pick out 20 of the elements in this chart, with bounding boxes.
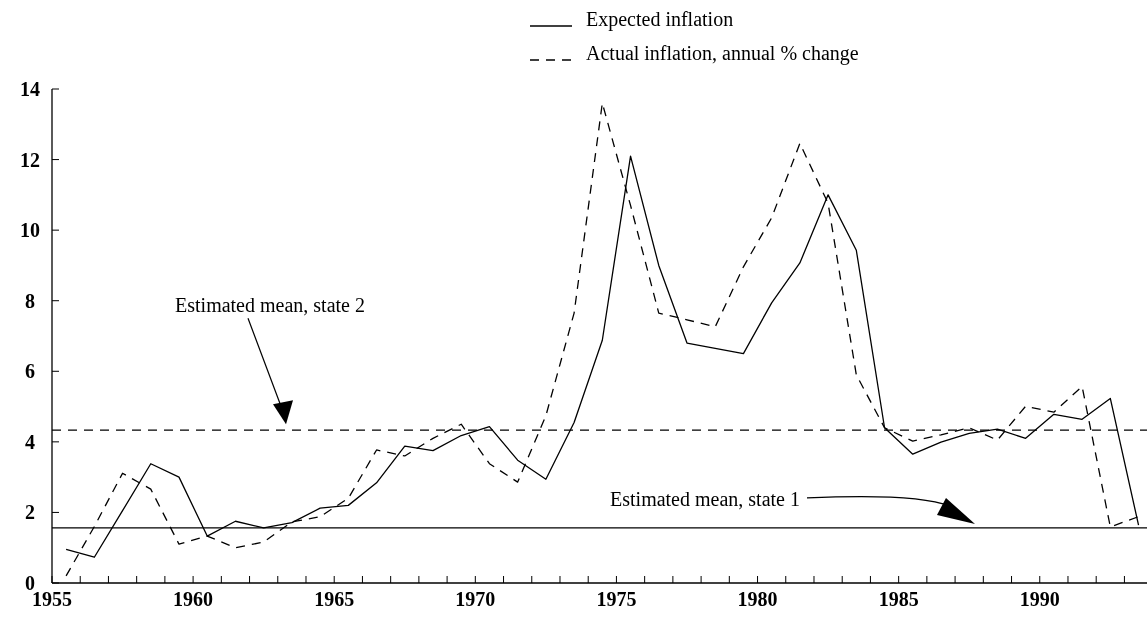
y-tick-label: 4: [25, 430, 35, 453]
annotation: Estimated mean, state 2: [175, 294, 365, 317]
x-tick-label: 1980: [737, 588, 778, 610]
y-tick-label: 14: [20, 78, 40, 100]
y-tick-label: 10: [20, 219, 40, 242]
x-tick-label: 1955: [32, 588, 72, 610]
legend-label: Actual inflation, annual % change: [586, 42, 859, 65]
x-tick-label: 1975: [596, 588, 637, 610]
y-tick-label: 0: [25, 572, 35, 594]
y-tick-label: 6: [25, 360, 35, 383]
x-tick-label: 1965: [314, 588, 355, 610]
y-tick-label: 2: [25, 501, 35, 524]
x-tick-label: 1960: [173, 588, 214, 610]
x-tick-label: 1990: [1019, 588, 1060, 610]
x-tick-label: 1985: [878, 588, 919, 610]
annotation: Estimated mean, state 1: [610, 487, 800, 510]
y-tick-label: 8: [25, 289, 35, 312]
y-tick-label: 12: [20, 148, 40, 171]
legend-label: Expected inflation: [586, 8, 734, 31]
x-tick-label: 1970: [455, 588, 496, 610]
